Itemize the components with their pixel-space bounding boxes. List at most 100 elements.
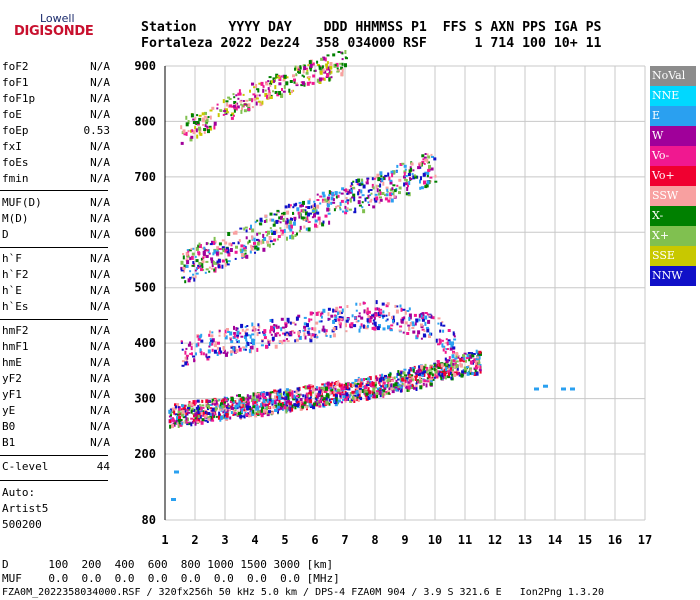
echo-point — [281, 88, 283, 91]
echo-point — [322, 194, 326, 198]
echo-point — [360, 189, 363, 194]
echo-point — [376, 395, 379, 398]
echo-point — [394, 382, 398, 387]
echo-point — [443, 368, 446, 372]
echo-point — [248, 349, 251, 353]
echo-point — [250, 246, 254, 251]
echo-point — [267, 96, 270, 100]
x-tick-label: 4 — [251, 533, 258, 547]
echo-point — [326, 54, 330, 57]
echo-point — [289, 228, 293, 232]
param-name: D — [2, 228, 9, 241]
echo-point — [316, 396, 319, 399]
echo-point — [303, 325, 307, 329]
echo-point — [232, 414, 235, 416]
echo-point — [273, 238, 277, 242]
echo-point — [213, 344, 217, 348]
echo-point — [458, 374, 462, 377]
echo-point — [245, 332, 249, 337]
echo-point — [220, 415, 224, 420]
echo-point — [244, 226, 248, 229]
echo-point — [424, 315, 428, 320]
echo-point — [318, 320, 322, 323]
echo-point — [233, 108, 236, 113]
echo-point — [261, 239, 264, 241]
echo-point — [330, 401, 332, 404]
echo-point — [232, 93, 235, 96]
echo-point — [339, 393, 342, 398]
echo-point — [474, 361, 477, 366]
echo-point — [433, 363, 436, 367]
echo-point — [437, 343, 440, 346]
echo-point — [207, 349, 211, 354]
echo-point — [358, 312, 361, 315]
y-tick-label: 80 — [142, 513, 156, 527]
echo-point — [205, 260, 209, 263]
echo-point — [439, 329, 442, 333]
echo-point — [221, 405, 225, 409]
echo-point — [403, 368, 407, 371]
echo-point — [256, 241, 260, 246]
echo-point — [446, 348, 449, 350]
echo-point — [194, 400, 197, 405]
echo-point — [213, 121, 217, 126]
echo-point — [312, 387, 316, 392]
echo-point — [318, 66, 322, 70]
echo-point — [175, 405, 177, 409]
echo-point — [295, 316, 299, 321]
echo-point — [332, 201, 336, 204]
echo-point — [277, 235, 281, 238]
echo-point — [176, 422, 179, 426]
echo-point — [471, 354, 475, 358]
echo-point — [347, 382, 350, 386]
param-row: foF1p N/A — [2, 92, 110, 108]
echo-point — [176, 403, 180, 407]
echo-point — [262, 88, 265, 93]
echo-point — [226, 263, 230, 266]
echo-point — [326, 73, 330, 77]
echo-point — [282, 218, 285, 222]
echo-point — [210, 413, 212, 417]
echo-point — [221, 259, 225, 263]
param-row: foE N/A — [2, 108, 110, 124]
echo-point — [361, 201, 364, 204]
echo-point — [256, 247, 260, 251]
echo-point — [268, 401, 271, 405]
echo-point — [345, 197, 348, 199]
param-name: hmE — [2, 356, 22, 369]
echo-point — [339, 393, 342, 396]
echo-point — [181, 360, 185, 363]
echo-point — [252, 396, 256, 400]
echo-point — [246, 325, 249, 327]
echo-point — [262, 332, 266, 335]
x-tick-label: 15 — [578, 533, 592, 547]
echo-point — [378, 381, 381, 385]
echo-point — [201, 117, 205, 121]
echo-point — [426, 174, 429, 178]
echo-point — [387, 381, 390, 385]
echo-point — [180, 412, 184, 417]
echo-point — [197, 342, 200, 347]
echo-point — [367, 387, 370, 392]
echo-point — [194, 269, 197, 272]
echo-point — [308, 318, 311, 323]
echo-point — [337, 318, 341, 322]
echo-point — [398, 329, 402, 332]
echo-point — [240, 250, 244, 254]
echo-point — [185, 412, 188, 416]
echo-point — [327, 318, 331, 321]
echo-point — [360, 378, 363, 382]
echo-point — [290, 330, 294, 332]
echo-point — [304, 335, 307, 340]
echo-point — [440, 363, 444, 368]
echo-point — [259, 223, 263, 226]
echo-point — [379, 178, 383, 180]
echo-point — [398, 191, 401, 195]
echo-point — [291, 404, 294, 409]
echo-point — [366, 318, 370, 323]
echo-point — [249, 412, 253, 415]
echo-point — [301, 203, 304, 207]
echo-point — [369, 316, 373, 319]
echo-point — [435, 338, 438, 343]
echo-point — [264, 407, 268, 410]
